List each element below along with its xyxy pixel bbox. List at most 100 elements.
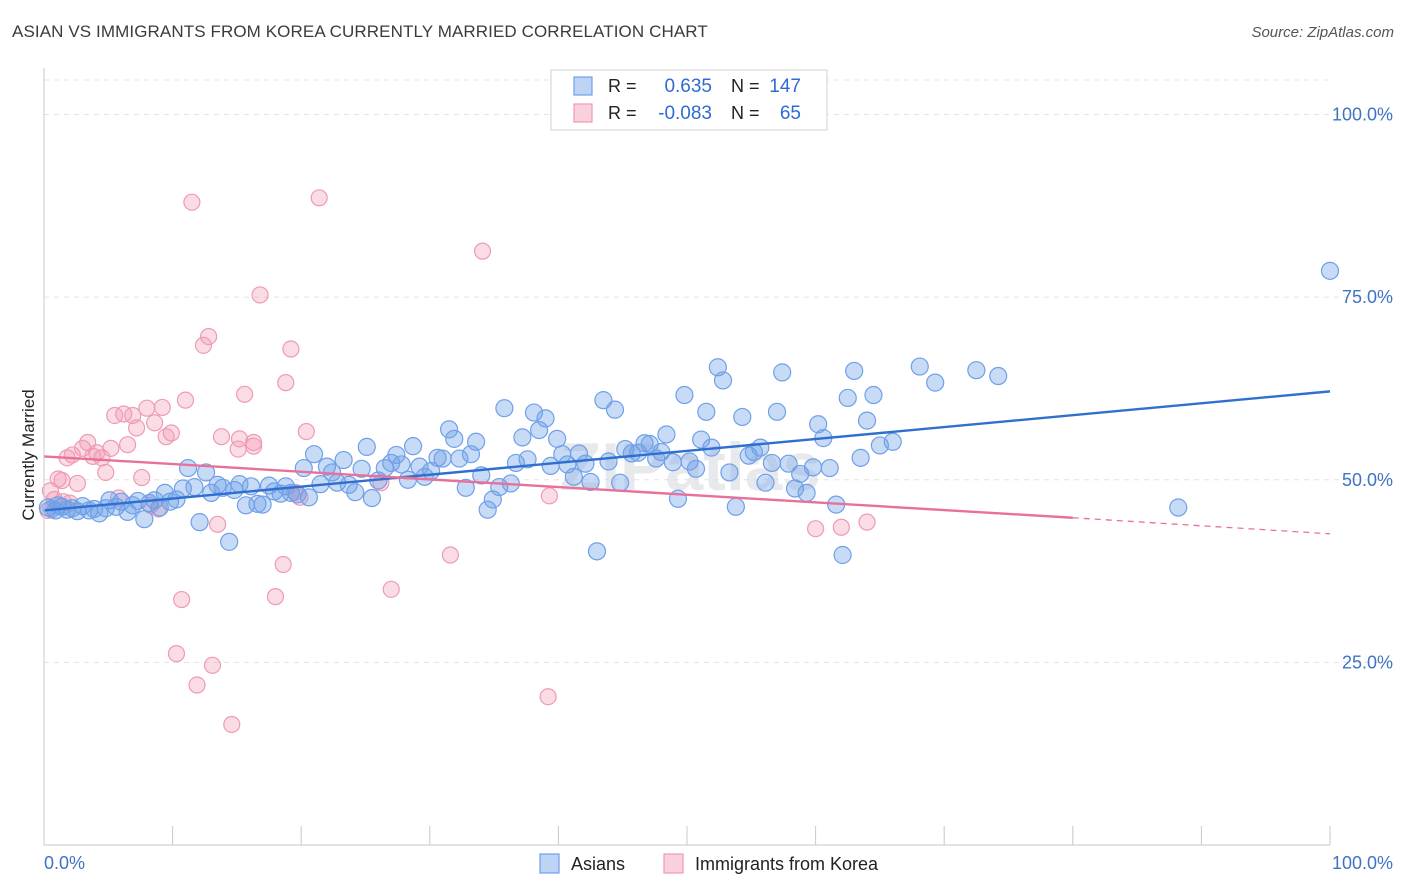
asians-point-85	[513, 428, 532, 447]
korea-point-7	[68, 474, 87, 493]
asians-point-40	[253, 495, 272, 514]
korea-point-41	[230, 430, 249, 448]
asians-point-20	[140, 494, 159, 513]
korea-point-61	[806, 520, 825, 538]
stats-n-label-asians: N =	[731, 76, 760, 96]
korea-point-26	[153, 398, 171, 417]
y-tick-label-2: 75.0%	[1342, 287, 1393, 307]
axes	[43, 68, 1331, 846]
asians-trend-line	[43, 390, 1331, 512]
korea-point-46	[266, 588, 285, 606]
asians-point-135	[803, 458, 823, 477]
asians-point-145	[864, 385, 883, 405]
asians-point-114	[680, 452, 699, 471]
stats-swatch-asians	[573, 76, 593, 96]
asians-point-127	[756, 473, 775, 492]
asians-point-39	[248, 494, 267, 513]
asians-point-151	[989, 366, 1008, 386]
asians-point-23	[155, 483, 174, 503]
stats-swatch-korea	[573, 103, 593, 123]
asians-point-96	[576, 454, 595, 473]
korea-point-53	[310, 189, 328, 207]
asians-point-121	[720, 463, 739, 482]
stats-legend-box	[550, 69, 828, 131]
asians-point-63	[387, 445, 406, 465]
korea-point-58	[539, 688, 557, 706]
asians-point-122	[726, 497, 745, 516]
legend-label-korea: Immigrants from Korea	[695, 854, 879, 874]
asians-point-148	[910, 357, 929, 376]
x-tick-label-1: 100.0%	[1332, 853, 1393, 873]
asians-point-131	[779, 454, 798, 473]
x-tick-label-0: 0.0%	[44, 853, 85, 873]
asians-point-54	[334, 450, 353, 470]
stats-n-value-asians: 147	[769, 76, 801, 97]
asians-point-104	[622, 444, 641, 463]
bottom-legend: Asians Immigrants from Korea	[539, 853, 879, 874]
asians-point-27	[178, 458, 198, 478]
korea-point-13	[97, 463, 115, 482]
asians-point-153	[1320, 261, 1340, 280]
asians-point-102	[611, 473, 630, 492]
legend-swatch-korea	[663, 853, 684, 874]
asians-point-126	[751, 438, 770, 457]
stats-r-label-korea: R =	[608, 103, 637, 123]
korea-point-49	[282, 340, 300, 358]
asians-point-51	[317, 457, 337, 476]
korea-point-29	[167, 645, 186, 663]
korea-point-21	[133, 468, 151, 487]
asians-point-34	[220, 532, 239, 551]
korea-point-52	[297, 422, 315, 441]
trend-lines	[43, 390, 1331, 535]
asians-point-120	[713, 371, 733, 390]
asians-point-123	[733, 407, 752, 427]
asians-point-19	[135, 510, 154, 529]
korea-point-42	[236, 385, 254, 403]
korea-point-55	[382, 580, 400, 598]
asians-point-88	[530, 420, 549, 440]
korea-trend-extension	[1072, 517, 1331, 535]
asians-point-57	[352, 459, 371, 478]
chart-title: ASIAN VS IMMIGRANTS FROM KOREA CURRENTLY…	[12, 22, 708, 41]
y-tick-label-1: 50.0%	[1342, 470, 1393, 490]
korea-point-37	[209, 515, 227, 533]
asians-point-129	[767, 402, 787, 421]
asians-point-147	[883, 432, 902, 451]
korea-point-20	[127, 419, 146, 437]
asians-point-29	[190, 513, 209, 532]
y-tick-label-3: 100.0%	[1332, 105, 1393, 125]
asians-point-111	[663, 453, 682, 472]
korea-point-45	[251, 286, 269, 304]
korea-point-4	[53, 471, 71, 490]
asians-point-100	[599, 452, 618, 471]
asians-point-30	[196, 463, 216, 482]
korea-point-34	[194, 336, 213, 354]
korea-point-14	[102, 439, 120, 457]
asians-point-56	[346, 483, 365, 502]
asians-point-28	[185, 477, 204, 497]
asians-point-138	[820, 458, 839, 478]
y-axis-label: Currently Married	[19, 389, 38, 520]
asians-point-77	[466, 432, 486, 451]
asians-point-72	[439, 420, 459, 439]
asians-point-134	[797, 483, 816, 503]
stats-n-value-korea: 65	[780, 103, 801, 124]
korea-point-44	[245, 437, 263, 455]
korea-point-28	[162, 424, 180, 442]
asians-point-70	[428, 448, 447, 467]
asians-point-58	[357, 437, 376, 456]
korea-point-47	[274, 555, 292, 574]
korea-point-18	[118, 436, 137, 454]
asians-point-106	[635, 434, 654, 453]
asians-point-142	[845, 361, 864, 381]
x-tick-labels: 0.0% 100.0%	[44, 853, 1393, 873]
asians-point-144	[857, 411, 877, 430]
asians-point-64	[392, 455, 411, 474]
asians-point-48	[299, 488, 319, 507]
source-credit: Source: ZipAtlas.com	[1251, 24, 1394, 41]
asians-point-128	[762, 453, 781, 473]
korea-point-24	[145, 414, 164, 432]
legend-label-asians: Asians	[571, 854, 625, 874]
legend-swatch-asians	[539, 853, 560, 874]
asians-point-117	[697, 402, 716, 421]
